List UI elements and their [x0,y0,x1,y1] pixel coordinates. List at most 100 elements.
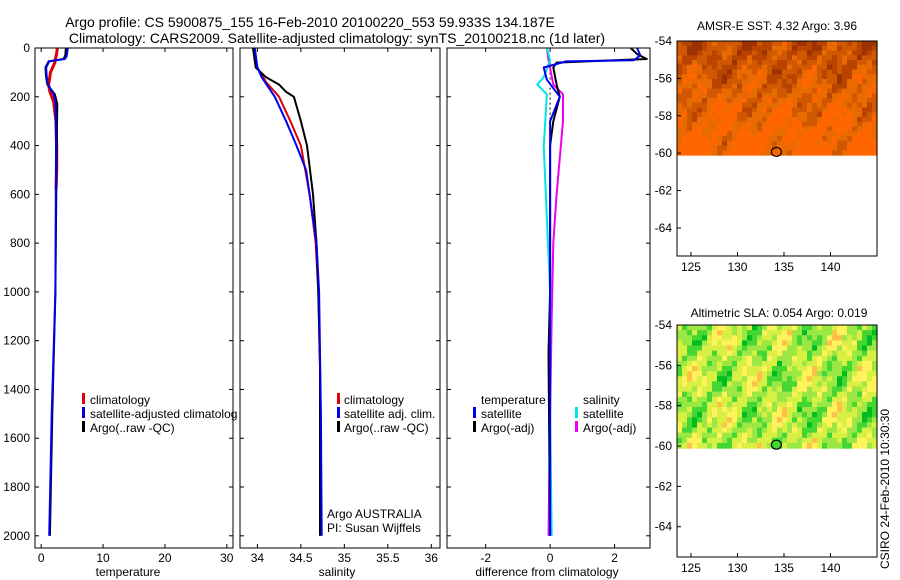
legend-label-sal-satellite: satellite [583,407,624,421]
heatmap-cell [707,345,713,352]
heatmap-cell [802,437,808,444]
heatmap-cell [707,366,713,372]
heatmap-cell [737,60,743,66]
heatmap-cell [737,79,743,85]
heatmap-cell [787,131,793,137]
heatmap-cell [732,126,738,132]
heatmap-cell [817,432,823,439]
heatmap-cell [707,401,713,408]
heatmap-cell [702,126,708,132]
heatmap-cell [687,422,693,429]
heatmap-cell [782,102,788,109]
heatmap-cell [872,381,878,388]
heatmap-cell [772,417,778,424]
heatmap-cell [777,98,783,104]
heatmap-cell [727,55,733,61]
heatmap-cell [862,98,868,104]
heatmap-cell [742,422,748,429]
heatmap-cell [782,126,788,132]
heatmap-cell [782,432,788,439]
heatmap-cell [687,55,693,61]
heatmap-cell [867,330,873,336]
heatmap-cell [727,79,733,85]
heatmap-cell [727,131,733,137]
heatmap-cell [867,140,873,147]
heatmap-cell [717,442,723,449]
depth-tick-label: 400 [10,139,30,153]
heatmap-cell [682,437,688,444]
heatmap-cell [722,335,728,341]
heatmap-cell [697,121,703,128]
heatmap-cell [812,437,818,444]
heatmap-cell [857,98,863,104]
heatmap-cell [867,345,873,352]
heatmap-cell [842,401,848,408]
heatmap-cell [862,401,868,408]
heatmap-cell [677,396,683,403]
heatmap-cell [687,107,693,113]
heatmap-cell [777,121,783,128]
heatmap-cell [857,386,863,393]
heatmap-cell [782,55,788,61]
heatmap-cell [812,442,818,449]
heatmap-cell [862,396,868,403]
heatmap-cell [762,136,768,142]
heatmap-cell [712,391,718,398]
heatmap-cell [782,88,788,94]
heatmap-cell [707,83,713,90]
heatmap-cell [852,131,858,137]
heatmap-cell [842,355,848,362]
heatmap-cell [742,412,748,418]
heatmap-cell [862,64,868,71]
heatmap-cell [847,136,853,142]
heatmap-cell [837,102,843,109]
heatmap-cell [727,355,733,362]
heatmap-cell [867,41,873,47]
heatmap-cell [837,371,843,377]
heatmap-cell [827,340,833,347]
heatmap-cell [722,376,728,383]
heatmap-cell [707,427,713,434]
heatmap-cell [717,83,723,90]
heatmap-cell [792,412,798,418]
heatmap-cell [737,391,743,398]
heatmap-cell [787,41,793,47]
heatmap-cell [827,345,833,352]
heatmap-cell [792,131,798,137]
heatmap-cell [867,412,873,418]
heatmap-cell [712,60,718,66]
heatmap-cell [757,412,763,418]
heatmap-cell [852,437,858,444]
heatmap-cell [727,437,733,444]
heatmap-cell [762,41,768,47]
heatmap-cell [687,366,693,372]
heatmap-cell [717,126,723,132]
heatmap-cell [782,83,788,90]
heatmap-cell [857,83,863,90]
heatmap-cell [712,396,718,403]
heatmap-cell [687,386,693,393]
heatmap-cell [702,427,708,434]
heatmap-cell [792,74,798,80]
heatmap-cell [867,401,873,408]
legend-swatch-satellite-adj [337,407,340,418]
heatmap-cell [787,412,793,418]
heatmap-cell [862,386,868,393]
heatmap-cell [757,360,763,367]
heatmap-cell [837,325,843,331]
heatmap-cell [872,107,878,113]
heatmap-cell [747,79,753,85]
heatmap-cell [817,83,823,90]
heatmap-cell [802,150,808,156]
heatmap-cell [832,422,838,429]
heatmap-cell [832,391,838,398]
heatmap-cell [777,412,783,418]
heatmap-cell [677,145,683,151]
heatmap-cell [747,126,753,132]
heatmap-cell [697,88,703,94]
heatmap-cell [817,88,823,94]
heatmap-cell [702,376,708,383]
heatmap-cell [747,325,753,331]
heatmap-cell [687,88,693,94]
heatmap-cell [812,376,818,383]
